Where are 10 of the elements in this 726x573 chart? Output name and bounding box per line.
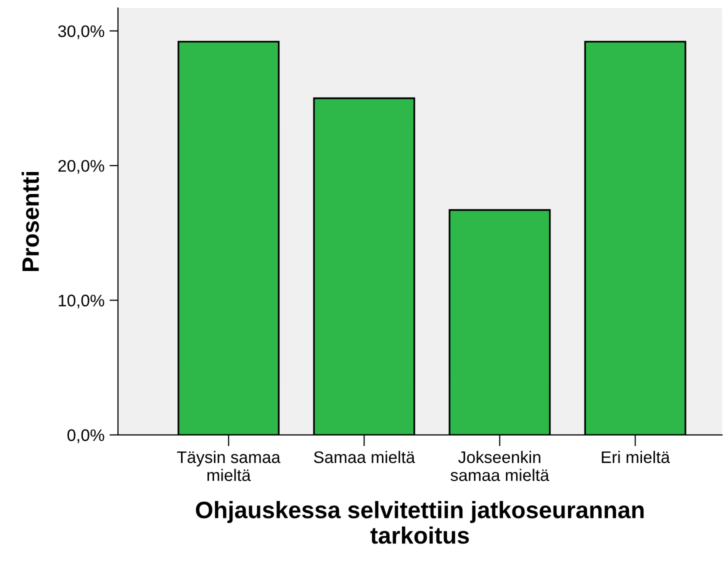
x-axis-title: Ohjauskessa selvitettiin jatkoseurannan tarkoitus bbox=[196, 501, 644, 544]
x-tick-label: Eri mieltä bbox=[602, 450, 670, 464]
y-tick-label: 20,0% bbox=[58, 160, 104, 174]
y-tick-label: 0,0% bbox=[67, 429, 104, 444]
x-tick-label: Samaa mieltä bbox=[314, 450, 416, 464]
x-tick-label: Jokseenkin samaa mieltä bbox=[450, 450, 550, 482]
y-tick-label: 30,0% bbox=[58, 25, 104, 40]
y-tick-label: 10,0% bbox=[58, 294, 104, 308]
y-axis-title: Prosentti bbox=[22, 172, 39, 272]
x-tick-label: Täysin samaa mieltä bbox=[177, 450, 280, 482]
